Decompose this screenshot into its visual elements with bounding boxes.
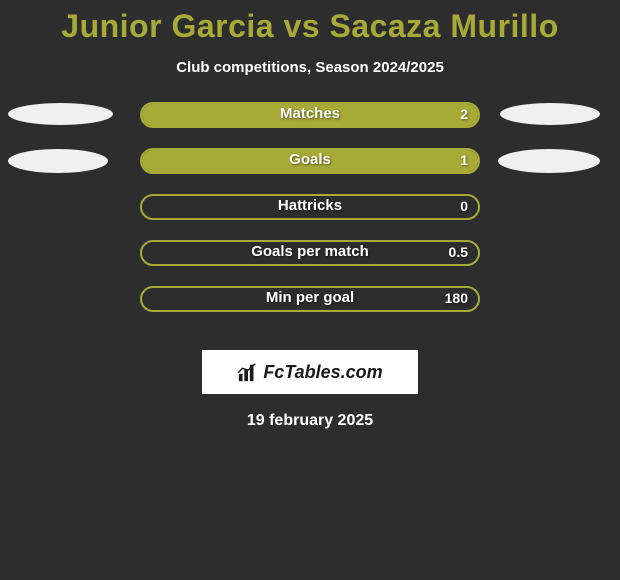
stat-bar	[140, 102, 480, 128]
stat-bar	[140, 240, 480, 266]
comparison-chart: Matches2Goals1Hattricks0Goals per match0…	[0, 102, 620, 332]
stat-row: Goals1	[0, 148, 620, 194]
stat-bar-fill	[142, 104, 478, 126]
page-title: Junior Garcia vs Sacaza Murillo	[0, 0, 620, 45]
stat-bar	[140, 148, 480, 174]
bar-chart-icon	[237, 362, 259, 382]
stat-row: Min per goal180	[0, 286, 620, 332]
player-right-avatar	[498, 149, 600, 173]
subtitle: Club competitions, Season 2024/2025	[0, 59, 620, 76]
brand-badge: FcTables.com	[202, 350, 418, 394]
stat-bar	[140, 286, 480, 312]
stat-bar-fill	[142, 150, 478, 172]
stat-row: Hattricks0	[0, 194, 620, 240]
stat-bar	[140, 194, 480, 220]
player-right-avatar	[500, 103, 600, 125]
player-left-avatar	[8, 149, 108, 173]
stat-row: Matches2	[0, 102, 620, 148]
stat-row: Goals per match0.5	[0, 240, 620, 286]
brand-text: FcTables.com	[263, 362, 382, 383]
date-text: 19 february 2025	[0, 412, 620, 430]
player-left-avatar	[8, 103, 113, 125]
